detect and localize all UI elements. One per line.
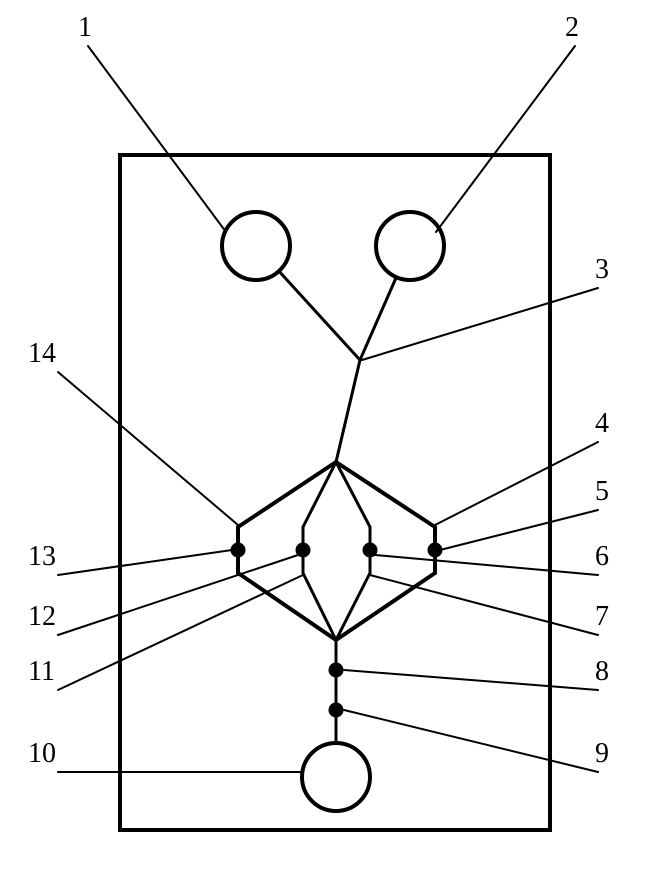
channel-right-in — [360, 277, 396, 360]
node-5 — [329, 703, 343, 717]
label-n14: 14 — [28, 338, 56, 369]
label-n8: 8 — [595, 656, 609, 687]
label-n1: 1 — [78, 12, 92, 43]
label-n13: 13 — [28, 541, 56, 572]
hex-edge — [238, 462, 336, 527]
hex-edge — [336, 573, 435, 640]
node-4 — [329, 663, 343, 677]
inlet-left — [222, 212, 290, 280]
leader-n2 — [436, 46, 575, 232]
leader-n9 — [344, 710, 598, 772]
node-0 — [231, 543, 245, 557]
leader-n6 — [375, 555, 598, 575]
leader-n4 — [435, 442, 598, 525]
leader-n8 — [344, 670, 598, 690]
leader-n5 — [440, 510, 598, 550]
leader-n11 — [58, 575, 303, 690]
label-n3: 3 — [595, 254, 609, 285]
label-n11: 11 — [28, 656, 55, 687]
hex-edge — [336, 462, 435, 527]
label-n5: 5 — [595, 476, 609, 507]
label-n12: 12 — [28, 601, 56, 632]
leader-n13 — [58, 550, 232, 575]
channel-left-in — [279, 271, 360, 360]
diagram-svg: 1234567891011121314 — [0, 0, 670, 878]
label-n10: 10 — [28, 738, 56, 769]
leader-n3 — [362, 288, 598, 360]
leader-n14 — [58, 372, 238, 525]
inlet-right — [376, 212, 444, 280]
outlet — [302, 743, 370, 811]
label-n9: 9 — [595, 738, 609, 769]
leader-n7 — [370, 575, 598, 635]
leader-n1 — [88, 46, 226, 232]
label-n2: 2 — [565, 12, 579, 43]
label-n4: 4 — [595, 408, 609, 439]
label-n6: 6 — [595, 541, 609, 572]
channel-main — [336, 360, 360, 462]
label-n7: 7 — [595, 601, 609, 632]
